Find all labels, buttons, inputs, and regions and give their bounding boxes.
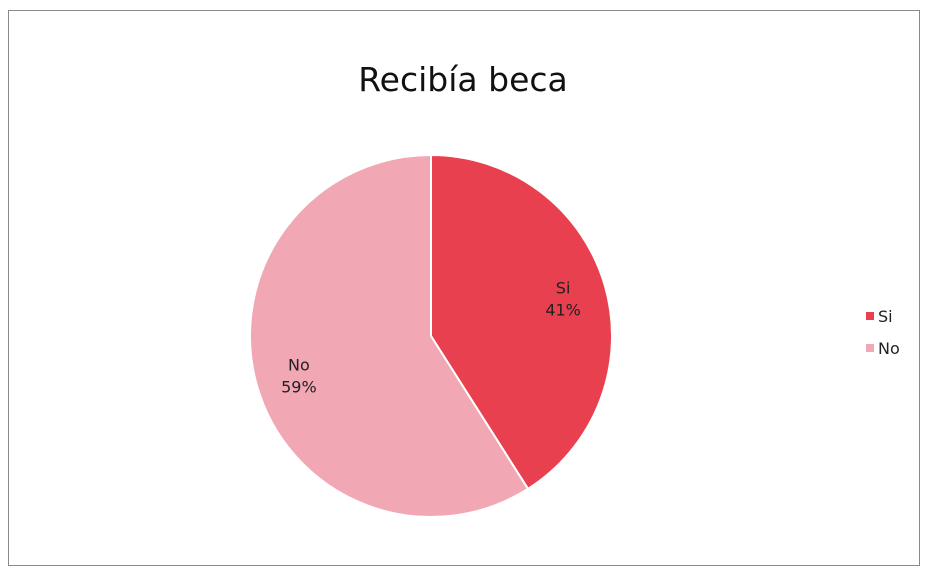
legend-item-si: Si — [866, 303, 900, 329]
legend-item-no: No — [866, 335, 900, 361]
legend-swatch-si — [866, 312, 874, 320]
slice-label-no: No — [288, 355, 310, 374]
legend-swatch-no — [866, 344, 874, 352]
pie-slice-si — [430, 153, 613, 491]
legend-label-no: No — [878, 338, 900, 358]
slice-value-no: 59% — [281, 377, 317, 396]
pie-slice-no — [249, 153, 530, 518]
slice-label-si: Si — [556, 279, 571, 298]
chart-title: Recibía beca — [358, 60, 568, 99]
slice-value-si: 41% — [545, 301, 581, 320]
legend-label-si: Si — [878, 306, 893, 326]
chart-legend: Si No — [866, 303, 900, 367]
